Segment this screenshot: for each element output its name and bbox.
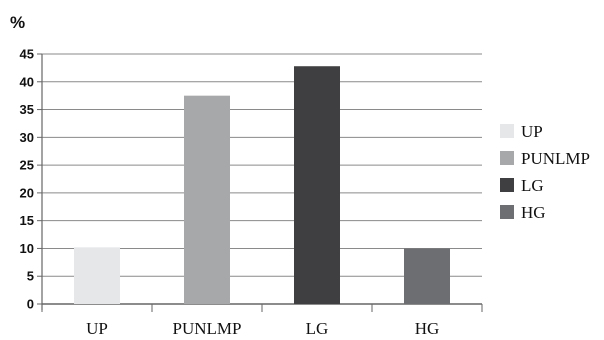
- y-axis-ticks: 0 5 10 15 20 25 30 35 40 45: [20, 47, 43, 312]
- legend-label: LG: [521, 176, 544, 195]
- bar-up: [74, 247, 120, 304]
- x-axis: UP PUNLMP LG HG: [41, 304, 483, 338]
- y-tick-label: 40: [20, 74, 34, 89]
- legend-swatch: [500, 178, 514, 192]
- y-tick-label: 0: [27, 297, 34, 312]
- legend-swatch: [500, 151, 514, 165]
- y-axis-unit-label: %: [10, 13, 25, 32]
- legend-swatch: [500, 205, 514, 219]
- y-tick-label: 5: [27, 269, 34, 284]
- legend-label: UP: [521, 122, 543, 141]
- x-tick-label: HG: [415, 319, 440, 338]
- y-tick-label: 20: [20, 185, 34, 200]
- y-tick-label: 25: [20, 158, 34, 173]
- x-tick-label: PUNLMP: [173, 319, 242, 338]
- y-tick-label: 35: [20, 102, 34, 117]
- legend-label: PUNLMP: [521, 149, 590, 168]
- bars: [74, 66, 450, 305]
- bar-punlmp: [184, 95, 230, 305]
- y-tick-label: 30: [20, 130, 34, 145]
- x-tick-label: UP: [86, 319, 108, 338]
- legend-label: HG: [521, 203, 546, 222]
- y-tick-label: 45: [20, 47, 34, 62]
- bar-lg: [294, 66, 340, 304]
- y-tick-label: 10: [20, 241, 34, 256]
- y-tick-label: 15: [20, 213, 34, 228]
- bar-hg: [404, 248, 450, 304]
- legend-swatch: [500, 124, 514, 138]
- x-tick-label: LG: [306, 319, 329, 338]
- legend: UP PUNLMP LG HG: [500, 122, 590, 222]
